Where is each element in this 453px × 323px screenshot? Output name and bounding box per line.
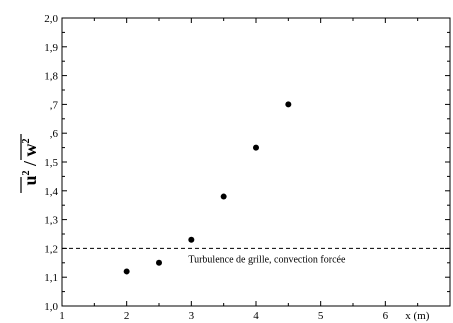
x-tick-label: 3 — [189, 310, 195, 322]
y-label-denominator-exponent: 2 — [21, 138, 32, 143]
data-point — [124, 268, 130, 274]
data-point — [188, 237, 194, 243]
y-tick-label: 2,0 — [44, 13, 58, 25]
x-tick-label: 5 — [318, 310, 324, 322]
data-point — [156, 260, 162, 266]
y-tick-label: 1,1 — [44, 272, 58, 284]
y-label-numerator: u — [20, 176, 40, 186]
y-tick-label: ,6 — [50, 128, 59, 140]
y-tick-label: 1,0 — [44, 301, 58, 313]
y-tick-label: 1,4 — [44, 186, 58, 198]
y-label-separator: / — [20, 156, 40, 170]
x-tick-label: 6 — [383, 310, 389, 322]
reference-line-label: Turbulence de grille, convection forcée — [188, 254, 346, 265]
x-axis-ticks: 1 2 3 4 5 6 — [59, 18, 417, 322]
x-tick-label: 1 — [59, 310, 65, 322]
y-tick-label: ,7 — [50, 99, 59, 111]
y-tick-label: 1,9 — [44, 42, 58, 54]
data-point — [253, 145, 259, 151]
x-tick-label: 2 — [124, 310, 130, 322]
data-point — [285, 101, 291, 107]
y-tick-label: 1,3 — [44, 215, 58, 227]
x-axis-label: x (m) — [405, 310, 429, 322]
y-tick-label: 1,5 — [44, 157, 58, 169]
y-tick-label: 1,2 — [44, 243, 58, 255]
x-tick-label: 4 — [253, 310, 259, 322]
y-axis-label: u2 / w2 — [20, 134, 40, 193]
y-axis-ticks: 1,0 1,1 1,2 1,3 1,4 1,5 ,6 ,7 1,8 1,9 2,0 — [44, 13, 450, 313]
y-tick-label: 1,8 — [44, 71, 58, 83]
y-label-denominator: w — [20, 143, 40, 156]
svg-text:u2 / w2: u2 / w2 — [20, 138, 40, 185]
data-point — [221, 194, 227, 200]
